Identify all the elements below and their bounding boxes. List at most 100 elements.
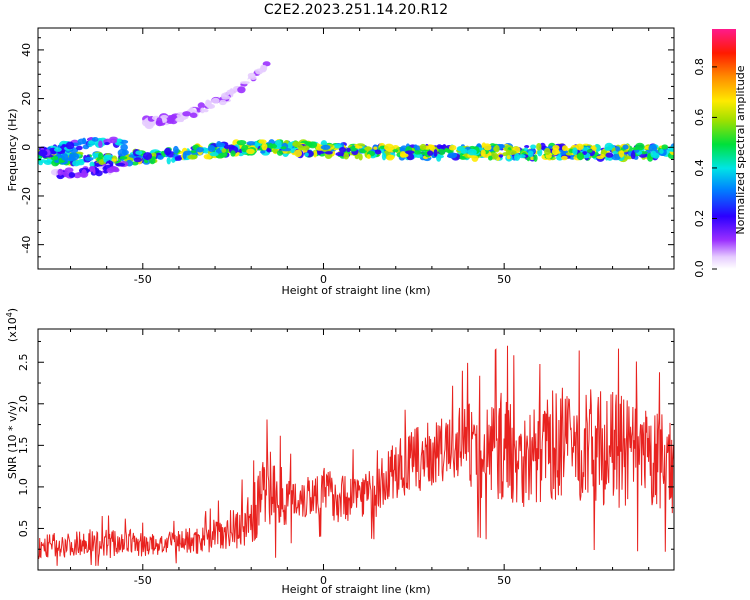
heatmap-cell — [175, 117, 184, 123]
heatmap-cell — [77, 138, 87, 145]
heatmap-cell — [131, 161, 139, 166]
heatmap-cell — [631, 147, 641, 151]
heatmap-cell — [183, 150, 192, 156]
snr-frame — [37, 328, 675, 571]
snr-axes: -50 0 50 0.5 1.0 1.5 2.0 2.5 — [17, 329, 674, 587]
heatmap-cell — [265, 147, 272, 152]
heatmap-cell — [98, 152, 104, 159]
heatmap-cell — [612, 150, 619, 155]
y-tick-label: 0 — [20, 144, 33, 151]
heatmap-cell — [294, 149, 302, 158]
heatmap-cell — [358, 153, 363, 161]
heatmap-cell — [189, 112, 198, 118]
heatmap-cell — [82, 144, 90, 150]
heatmap-cell — [530, 156, 535, 161]
heatmap-cell — [270, 143, 278, 149]
heatmap-cell — [427, 150, 434, 156]
heatmap-cell — [618, 150, 625, 158]
snr-x-axis-label: Height of straight line (km) — [281, 583, 430, 596]
heatmap-cell — [218, 152, 228, 158]
heatmap-cell — [625, 156, 633, 160]
heatmap-cell — [381, 152, 387, 161]
heatmap-cell — [164, 147, 172, 156]
figure-title: C2E2.2023.251.14.20.R12 — [264, 2, 448, 18]
heatmap-cell — [209, 151, 219, 157]
heatmap-cell — [430, 144, 436, 153]
heatmap-cell — [507, 150, 517, 155]
heatmap-cell — [364, 146, 372, 152]
spectrogram-x-axis-label: Height of straight line (km) — [281, 284, 430, 297]
heatmap-cell — [506, 155, 511, 160]
heatmap-cell — [544, 147, 551, 156]
heatmap-cell — [399, 147, 406, 151]
heatmap-cell — [498, 154, 504, 158]
heatmap-cell — [260, 64, 266, 70]
heatmap-cell — [89, 161, 95, 168]
heatmap-cell — [335, 151, 345, 157]
heatmap-cell — [343, 152, 350, 160]
heatmap-cell — [203, 153, 212, 160]
heatmap-cell — [575, 143, 584, 151]
heatmap-cell — [226, 89, 237, 95]
spectrogram-y-axis-label: Frequency (Hz) — [6, 109, 19, 192]
heatmap-cell — [276, 150, 283, 156]
heatmap-cell — [414, 145, 421, 152]
heatmap-cell — [313, 149, 318, 158]
y-tick-label: 1.0 — [17, 478, 30, 496]
heatmap-cell — [604, 146, 611, 151]
heatmap-cell — [187, 154, 198, 160]
heatmap-cell — [565, 152, 572, 156]
x-tick-label: -50 — [134, 273, 152, 286]
heatmap-cell — [142, 152, 153, 161]
heatmap-cell — [104, 142, 110, 146]
heatmap-cell — [280, 146, 287, 150]
spectrogram-frame — [37, 27, 675, 270]
heatmap-cell — [236, 139, 247, 146]
heatmap-cell — [240, 81, 250, 85]
spectrogram-heatmap — [38, 61, 674, 180]
heatmap-cell — [91, 137, 99, 142]
heatmap-cell — [75, 161, 85, 166]
y-tick-label: 0.5 — [17, 520, 30, 538]
heatmap-cell — [536, 143, 542, 151]
colorbar-ticks: 0.0 0.2 0.4 0.6 0.8 — [693, 58, 717, 278]
heatmap-cell — [226, 144, 236, 149]
heatmap-cell — [219, 99, 227, 106]
heatmap-cell — [436, 153, 442, 162]
colorbar: 0.0 0.2 0.4 0.6 0.8 Normalized spectral ampl… — [693, 29, 747, 278]
heatmap-cell — [405, 150, 415, 155]
heatmap-cell — [56, 174, 65, 180]
snr-scale-prefix: (x10 — [6, 317, 19, 342]
heatmap-cell — [605, 152, 614, 158]
heatmap-cell — [436, 144, 443, 150]
heatmap-cell — [246, 148, 255, 155]
y-tick-label: -40 — [20, 236, 33, 254]
heatmap-cell — [354, 154, 360, 160]
heatmap-cell — [272, 148, 279, 154]
y-tick-label: 1.5 — [17, 437, 30, 455]
x-tick-label: 50 — [497, 574, 511, 587]
heatmap-cell — [119, 156, 128, 160]
heatmap-cell — [386, 154, 394, 161]
heatmap-cell — [88, 140, 95, 145]
colorbar-tick-label: 0.6 — [693, 109, 706, 127]
heatmap-cell — [258, 139, 267, 144]
heatmap-cell — [133, 157, 143, 163]
heatmap-cell — [65, 141, 75, 150]
heatmap-cell — [135, 150, 143, 155]
heatmap-cell — [200, 107, 205, 114]
heatmap-cell — [115, 162, 126, 167]
heatmap-cell — [170, 157, 176, 163]
heatmap-cell — [172, 145, 179, 154]
x-tick-label: -50 — [134, 574, 152, 587]
heatmap-cell — [110, 138, 118, 144]
heatmap-cell — [68, 172, 76, 178]
colorbar-tick-label: 0.2 — [693, 210, 706, 228]
heatmap-cell — [630, 151, 636, 160]
heatmap-cell — [66, 157, 77, 162]
y-tick-label: 2.5 — [17, 353, 30, 371]
heatmap-cell — [61, 153, 69, 161]
heatmap-cell — [304, 152, 309, 157]
snr-line-series — [38, 345, 674, 566]
heatmap-cell — [576, 152, 584, 161]
